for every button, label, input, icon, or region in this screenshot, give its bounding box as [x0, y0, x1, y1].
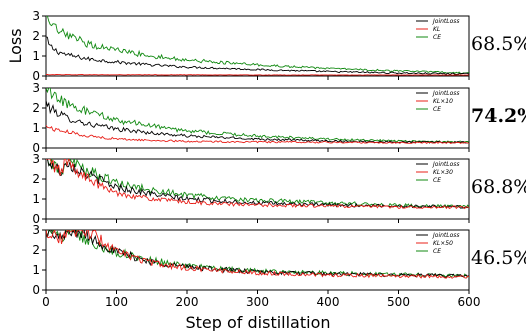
series-line-ce: [46, 159, 469, 209]
y-tick-label: 0: [32, 141, 40, 155]
y-tick-label: 3: [32, 9, 40, 23]
plot-frame: [45, 229, 470, 291]
series-line-jointloss: [46, 100, 469, 144]
series-line-klx30: [46, 159, 469, 210]
legend-label: JointLoss: [432, 232, 460, 239]
series-line-ce: [46, 230, 469, 278]
plot-frame: [45, 15, 470, 77]
x-tick-label: 200: [176, 295, 199, 309]
y-tick-label: 3: [32, 152, 40, 166]
x-axis-label: Step of distillation: [185, 313, 330, 331]
legend-label: JointLoss: [432, 161, 460, 168]
legend-label: CE: [433, 106, 441, 113]
plot-frame: [45, 158, 470, 220]
legend-label: JointLoss: [432, 90, 460, 97]
series-line-kl: [46, 73, 469, 76]
x-tick-label: 400: [317, 295, 340, 309]
x-tick-label: 600: [458, 295, 481, 309]
x-tick-label: 100: [105, 295, 128, 309]
legend-label: KL×30: [433, 169, 453, 176]
legend-label: CE: [433, 34, 441, 41]
series-line-klx10: [46, 124, 469, 145]
series-line-klx50: [46, 230, 469, 279]
x-tick-label: 500: [387, 295, 410, 309]
y-tick-label: 0: [32, 69, 40, 83]
accuracy-annotation: 68.8%: [471, 176, 526, 198]
y-tick-label: 3: [32, 81, 40, 95]
legend-label: KL×10: [433, 98, 453, 105]
accuracy-annotation: 68.5%: [471, 33, 526, 55]
x-tick-label: 0: [42, 295, 50, 309]
y-tick-label: 1: [32, 263, 40, 277]
y-tick-label: 1: [32, 49, 40, 63]
series-line-ce: [46, 16, 469, 75]
legend-label: KL×50: [433, 240, 453, 247]
y-tick-label: 1: [32, 192, 40, 206]
legend-label: KL: [433, 26, 440, 33]
series-line-jointloss: [46, 36, 469, 76]
accuracy-annotation: 46.5%: [471, 247, 526, 269]
y-tick-label: 0: [32, 212, 40, 226]
x-tick-label: 300: [246, 295, 269, 309]
legend-label: CE: [433, 248, 441, 255]
y-tick-label: 0: [32, 283, 40, 297]
y-tick-label: 2: [32, 101, 40, 115]
y-tick-label: 3: [32, 223, 40, 237]
y-axis-label: Loss: [6, 28, 25, 63]
series-line-ce: [46, 88, 469, 144]
y-tick-label: 2: [32, 243, 40, 257]
y-tick-label: 2: [32, 172, 40, 186]
y-tick-label: 2: [32, 29, 40, 43]
accuracy-annotation: 74.2%: [471, 105, 526, 127]
legend-label: JointLoss: [432, 18, 460, 25]
y-tick-label: 1: [32, 121, 40, 135]
legend-label: CE: [433, 177, 441, 184]
